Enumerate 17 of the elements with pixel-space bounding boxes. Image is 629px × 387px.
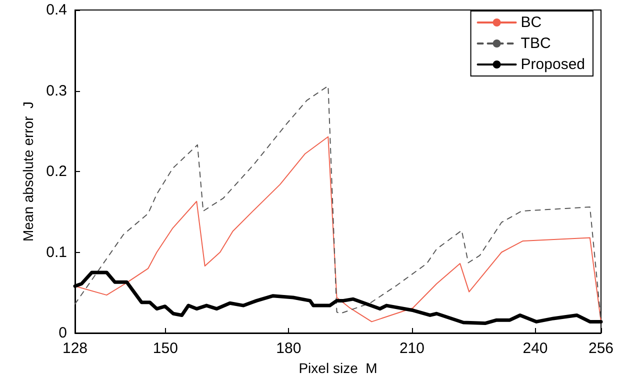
legend-label: Proposed xyxy=(520,56,586,73)
y-tick-label: 0.4 xyxy=(46,2,67,18)
x-tick-label: 180 xyxy=(276,340,302,357)
y-axis-title: Mean absolute error J xyxy=(20,101,36,242)
x-tick-label: 150 xyxy=(152,340,178,357)
y-tick-label: 0.2 xyxy=(46,163,67,180)
x-tick-label: 210 xyxy=(399,340,424,357)
y-tick-label: 0 xyxy=(58,324,67,342)
x-tick-label: 128 xyxy=(62,340,88,357)
y-tick-label: 0.3 xyxy=(46,82,67,100)
legend-label: TBC xyxy=(520,35,551,52)
x-tick-label: 240 xyxy=(522,340,548,357)
x-axis-title: Pixel size M xyxy=(298,360,378,376)
y-tick-label: 0.1 xyxy=(46,244,67,261)
legend-label: BC xyxy=(520,14,542,31)
x-tick-label: 256 xyxy=(588,340,614,357)
line-series xyxy=(74,136,602,322)
